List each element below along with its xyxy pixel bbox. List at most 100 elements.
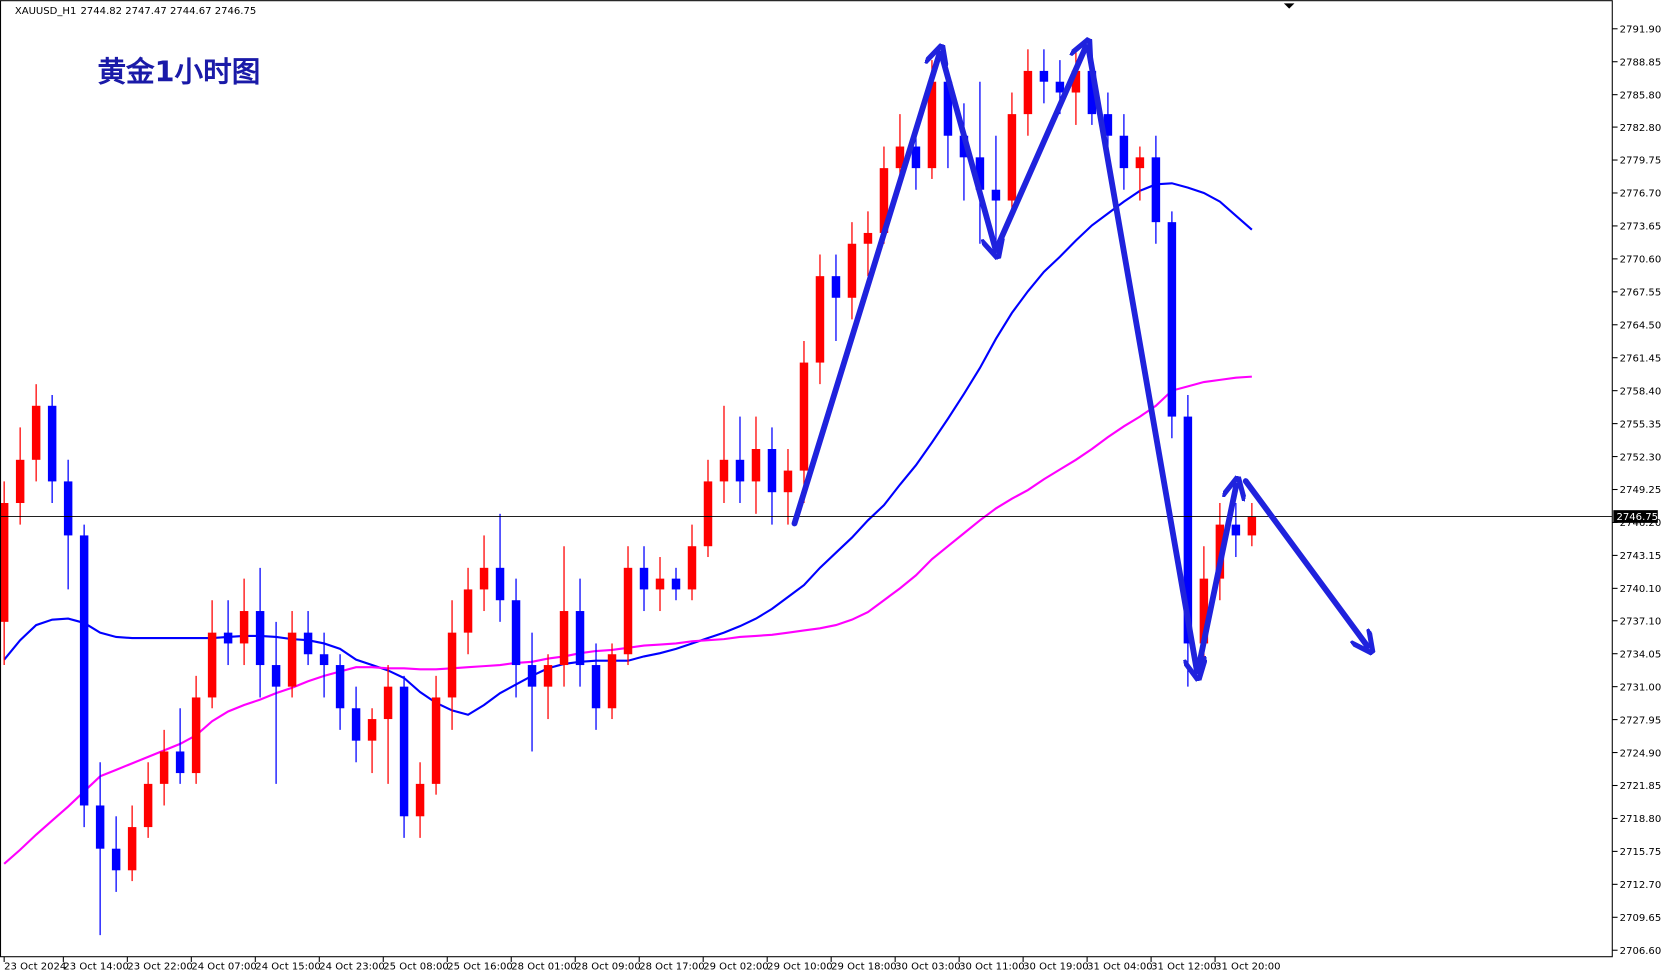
- y-tick-label: 2773.65: [1620, 222, 1661, 233]
- y-tick-label: 2770.60: [1620, 255, 1661, 266]
- candle-body: [895, 146, 905, 169]
- candle-body: [415, 783, 425, 817]
- candle-body: [1007, 114, 1017, 201]
- candle-body: [1151, 157, 1161, 223]
- candle-body: [959, 135, 969, 158]
- candle-body: [1167, 222, 1177, 417]
- x-tick-label: 29 Oct 18:00: [831, 961, 897, 972]
- candle-body: [143, 783, 153, 828]
- candle-body: [1055, 81, 1065, 93]
- x-tick-label: 29 Oct 10:00: [767, 961, 833, 972]
- candle-body: [927, 81, 937, 169]
- x-tick-label: 31 Oct 20:00: [1215, 961, 1281, 972]
- candle-body: [431, 697, 441, 784]
- x-tick-label: 30 Oct 03:00: [895, 961, 961, 972]
- x-tick-label: 28 Oct 17:00: [639, 961, 705, 972]
- shift-marker: [1283, 3, 1295, 9]
- x-tick-label: 24 Oct 07:00: [191, 961, 256, 972]
- candle-body: [1071, 70, 1081, 93]
- candle-body: [63, 481, 73, 536]
- candle-body: [0, 503, 9, 622]
- candle-body: [575, 611, 585, 666]
- header-quote: 2744.82 2747.47 2744.67 2746.75: [81, 6, 257, 17]
- candle-body: [543, 665, 553, 687]
- candle-body: [831, 276, 841, 298]
- candle-body: [1183, 416, 1193, 644]
- candle-body: [15, 459, 25, 504]
- y-tick-label: 2746.20: [1620, 518, 1661, 529]
- candle-body: [239, 611, 249, 644]
- y-tick-label: 2755.35: [1620, 419, 1661, 430]
- candle-body: [511, 600, 521, 666]
- candle-body: [847, 243, 857, 298]
- candle-body: [95, 805, 105, 849]
- candle-body: [255, 611, 265, 666]
- arrow: [938, 52, 996, 250]
- arrow: [1195, 485, 1236, 673]
- candle-body: [79, 535, 89, 806]
- candle-body: [639, 567, 649, 590]
- candle-body: [735, 459, 745, 482]
- y-tick-label: 2776.70: [1620, 189, 1661, 200]
- header-symbol: XAUUSD_H1: [15, 6, 77, 17]
- chart-title: 黄金1小时图: [97, 55, 260, 89]
- candle-body: [1247, 516, 1257, 536]
- candle-body: [767, 448, 777, 493]
- candle-body: [591, 665, 601, 709]
- x-tick-label: 25 Oct 08:00: [383, 961, 449, 972]
- x-tick-label: 30 Oct 11:00: [959, 961, 1025, 972]
- candle-body: [399, 686, 409, 817]
- y-tick-label: 2788.85: [1620, 57, 1661, 68]
- candle-body: [719, 459, 729, 482]
- arrow: [1086, 48, 1197, 672]
- candle-body: [863, 232, 873, 244]
- candle-body: [383, 686, 393, 720]
- x-tick-label: 24 Oct 23:00: [319, 961, 385, 972]
- candle-body: [975, 157, 985, 190]
- y-tick-label: 2749.25: [1620, 485, 1661, 496]
- y-tick-label: 2761.45: [1620, 353, 1661, 364]
- candle-body: [447, 632, 457, 698]
- x-tick-label: 23 Oct 14:00: [63, 961, 129, 972]
- y-tick-label: 2764.50: [1620, 320, 1661, 331]
- candle-body: [943, 81, 953, 136]
- y-tick-label: 2715.75: [1620, 847, 1661, 858]
- candle-body: [703, 481, 713, 547]
- plot-border: [0, 0, 1613, 958]
- y-tick-label: 2718.80: [1620, 814, 1661, 825]
- y-tick-label: 2709.65: [1620, 913, 1661, 924]
- candle-body: [479, 567, 489, 590]
- candle-body: [463, 589, 473, 633]
- candle-body: [1087, 70, 1097, 115]
- y-tick-label: 2752.30: [1620, 452, 1661, 463]
- y-tick-label: 2785.80: [1620, 90, 1661, 101]
- candle-body: [111, 848, 121, 871]
- y-tick-label: 2731.00: [1620, 682, 1661, 693]
- x-tick-label: 23 Oct 22:00: [127, 961, 193, 972]
- candle-body: [799, 362, 809, 471]
- candle-body: [335, 665, 345, 709]
- arrow: [791, 53, 939, 527]
- y-tick-label: 2727.95: [1620, 715, 1661, 726]
- y-tick-label: 2782.80: [1620, 123, 1661, 134]
- x-tick-label: 31 Oct 04:00: [1087, 961, 1153, 972]
- candle-body: [223, 632, 233, 644]
- candle-body: [783, 470, 793, 493]
- x-tick-label: 28 Oct 01:00: [511, 961, 576, 972]
- current-price-label: 2746.75: [1617, 512, 1659, 523]
- y-tick-label: 2779.75: [1620, 156, 1661, 167]
- candle-body: [1199, 578, 1209, 644]
- candle-body: [191, 697, 201, 774]
- candle-body: [815, 276, 825, 363]
- y-tick-label: 2706.60: [1620, 946, 1661, 957]
- x-tick-label: 29 Oct 02:00: [703, 961, 769, 972]
- candle-body: [1119, 135, 1129, 169]
- candle-body: [1103, 114, 1113, 136]
- y-tick-label: 2758.40: [1620, 386, 1661, 397]
- candle-body: [175, 751, 185, 774]
- candle-body: [655, 578, 665, 590]
- y-tick-label: 2724.90: [1620, 748, 1661, 759]
- x-tick-label: 30 Oct 19:00: [1023, 961, 1089, 972]
